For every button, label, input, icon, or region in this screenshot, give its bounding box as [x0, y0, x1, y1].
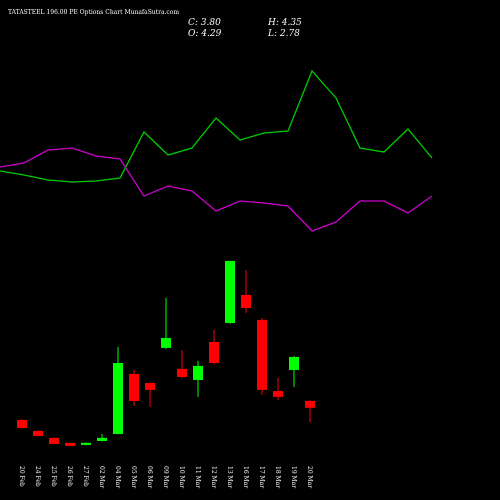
candle-body	[225, 260, 235, 323]
indicator-line	[0, 69, 433, 183]
x-tick-label: 19 Mar	[290, 466, 297, 488]
x-tick-label: 04 Mar	[114, 466, 121, 488]
x-tick-label: 27 Feb	[82, 466, 89, 487]
candle-body	[177, 368, 187, 377]
candle-body	[129, 373, 139, 401]
candle-body	[273, 391, 283, 397]
x-tick-label: 20 Mar	[306, 466, 313, 488]
x-tick-label: 05 Mar	[130, 466, 137, 488]
candle-body	[289, 356, 299, 370]
x-tick-label: 16 Mar	[242, 466, 249, 488]
open-label: O: 4.29	[188, 29, 222, 39]
candle-body	[113, 363, 123, 434]
candle-body	[145, 382, 155, 390]
candle-body	[17, 419, 27, 428]
x-tick-label: 25 Feb	[50, 466, 57, 487]
x-tick-label: 10 Mar	[178, 466, 185, 488]
candle-body	[305, 400, 315, 408]
x-tick-label: 26 Feb	[66, 466, 73, 487]
candle-body	[257, 319, 267, 390]
x-tick-label: 11 Mar	[194, 466, 201, 488]
x-tick-label: 12 Mar	[210, 466, 217, 488]
x-tick-label: 24 Feb	[34, 466, 41, 487]
x-tick-label: 02 Mar	[98, 466, 105, 488]
x-tick-label: 20 Feb	[18, 466, 25, 487]
candle-body	[241, 294, 251, 308]
candle-body	[193, 365, 203, 380]
candle-body	[209, 342, 219, 363]
candle-body	[81, 442, 91, 445]
candle-body	[97, 437, 107, 441]
candle-body	[65, 442, 75, 446]
x-tick-label: 13 Mar	[226, 466, 233, 488]
close-label: C: 3.80	[188, 18, 221, 28]
high-label: H: 4.35	[267, 18, 302, 28]
low-label: L: 2.78	[267, 29, 300, 39]
candle-body	[33, 430, 43, 436]
x-tick-label: 18 Mar	[274, 466, 281, 488]
candle-body	[49, 437, 59, 444]
x-tick-label: 06 Mar	[146, 466, 153, 488]
x-tick-label: 09 Mar	[162, 466, 169, 488]
indicator-line	[0, 147, 433, 232]
x-tick-label: 17 Mar	[258, 466, 265, 488]
candle-body	[161, 337, 171, 348]
chart-title: TATASTEEL 196.00 PE Options Chart Munafa…	[8, 9, 179, 16]
